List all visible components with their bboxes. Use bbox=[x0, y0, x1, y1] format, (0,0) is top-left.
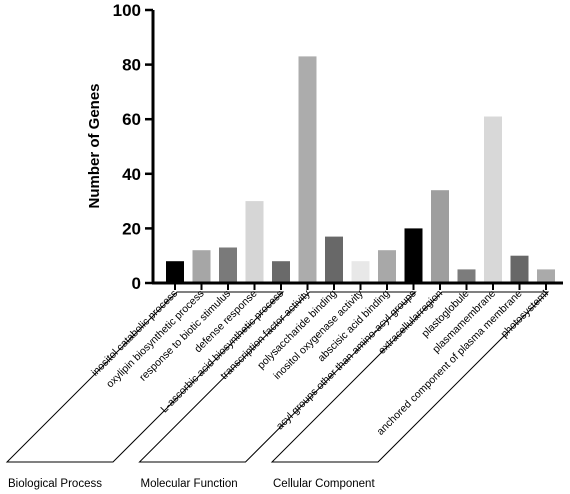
bar-polysaccharide-binding bbox=[325, 236, 343, 283]
group-label-biological-process: Biological Process bbox=[8, 478, 102, 490]
bar-l-ascorbic-acid-biosynthetic-process bbox=[272, 261, 290, 283]
group-bracket-biological-process bbox=[5, 291, 285, 463]
bar-inositol-oxygenase-activity bbox=[351, 261, 370, 283]
y-ticks: 0 20 40 60 80 100 bbox=[113, 1, 153, 293]
bar-acyl-groups-other-than-amino-acyl-groups bbox=[404, 228, 423, 283]
y-tick-label-40: 40 bbox=[122, 165, 141, 184]
bar-plasmamembrane bbox=[484, 116, 502, 283]
bar-extracellularregion bbox=[431, 190, 449, 283]
bar-transcription-factor-activity bbox=[298, 56, 317, 284]
y-axis-label: Number of Genes bbox=[86, 83, 103, 208]
group-brackets: Biological Process Molecular Function Cell… bbox=[5, 291, 550, 490]
group-label-molecular-function: Molecular Function bbox=[141, 478, 238, 490]
bar-defense-response bbox=[245, 201, 264, 283]
y-tick-label-100: 100 bbox=[113, 1, 141, 20]
group-bracket-cellular-component bbox=[270, 291, 550, 463]
y-tick-label-0: 0 bbox=[132, 274, 141, 293]
bar-inositol-catabolic-process bbox=[166, 261, 184, 283]
y-tick-label-60: 60 bbox=[122, 110, 141, 129]
bar-plastoglobule bbox=[457, 269, 476, 283]
group-bracket-molecular-function bbox=[138, 291, 417, 463]
bar-oxylipin-biosynthetic-process bbox=[192, 250, 211, 283]
bar-abscisic-acid-binding bbox=[378, 250, 396, 283]
bar-anchored-component-of-plasma-membrane bbox=[510, 255, 529, 283]
bar-photosystemi bbox=[537, 269, 555, 283]
y-tick-label-80: 80 bbox=[122, 56, 141, 75]
bars-layer bbox=[166, 56, 555, 284]
y-tick-label-20: 20 bbox=[122, 219, 141, 238]
bar-response-to-biotic-stimulus bbox=[219, 247, 237, 283]
group-label-cellular-component: Cellular Component bbox=[273, 478, 375, 490]
